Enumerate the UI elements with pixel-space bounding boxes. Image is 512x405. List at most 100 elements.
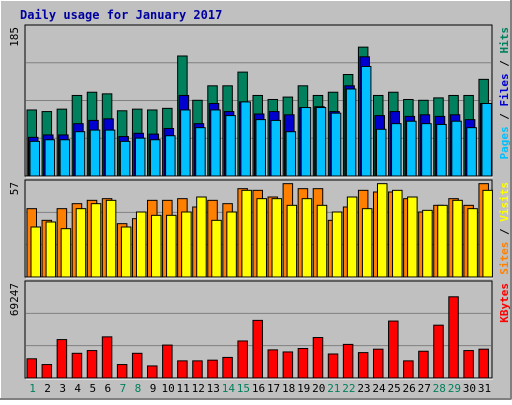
bar-kbytes-day-17 [267, 349, 279, 379]
bar-kbytes-day-6 [101, 336, 113, 379]
bar-kbytes-day-30 [463, 350, 474, 379]
bar-kbytes-day-27 [418, 350, 429, 379]
bar-pages-day-7 [119, 140, 131, 177]
legend-entry: Files [498, 73, 511, 106]
legend-entry: KBytes [498, 283, 511, 323]
bar-visits-day-14 [226, 211, 237, 278]
bar-visits-day-26 [407, 196, 418, 278]
bar-pages-day-25 [391, 123, 402, 177]
bar-kbytes-day-9 [147, 365, 158, 379]
x-tick-label-day-3: 3 [59, 382, 66, 395]
bar-kbytes-day-4 [71, 352, 83, 379]
bar-pages-day-24 [375, 128, 387, 177]
x-tick-label-day-30: 30 [463, 382, 476, 395]
bar-kbytes-day-19 [297, 348, 309, 379]
legend-entry: / [498, 222, 511, 242]
x-tick-label-day-22: 22 [342, 382, 355, 395]
bar-kbytes-day-8 [131, 352, 143, 379]
bar-pages-day-15 [240, 101, 251, 177]
x-tick-label-day-23: 23 [357, 382, 370, 395]
x-tick-label-day-10: 10 [161, 382, 174, 395]
bar-kbytes-day-15 [237, 340, 248, 379]
bar-kbytes-day-16 [252, 319, 263, 379]
x-tick-label-day-29: 29 [448, 382, 461, 395]
bar-pages-day-21 [330, 112, 342, 177]
bar-pages-day-2 [44, 139, 56, 177]
bar-visits-day-22 [346, 196, 358, 278]
bar-pages-day-29 [451, 120, 462, 177]
chart-title: Daily usage for January 2017 [20, 8, 222, 22]
bar-kbytes-day-3 [56, 339, 68, 379]
legend-entry: / [498, 107, 511, 127]
bar-pages-day-5 [89, 129, 101, 177]
bar-visits-day-19 [301, 198, 313, 278]
bar-visits-day-9 [151, 214, 162, 278]
x-tick-label-day-2: 2 [44, 382, 51, 395]
bar-kbytes-day-23 [357, 352, 369, 379]
bar-kbytes-day-28 [433, 324, 444, 379]
bar-pages-day-13 [210, 109, 221, 177]
x-tick-label-day-13: 13 [207, 382, 220, 395]
bar-pages-day-18 [285, 131, 297, 177]
bar-pages-day-16 [255, 119, 266, 177]
bar-pages-day-31 [481, 103, 492, 177]
legend-entry: Pages [498, 126, 511, 159]
bar-visits-day-17 [271, 198, 283, 278]
x-tick-label-day-17: 17 [267, 382, 280, 395]
bar-pages-day-14 [225, 115, 236, 177]
x-tick-label-day-11: 11 [177, 382, 190, 395]
bar-pages-day-17 [270, 119, 282, 177]
x-tick-label-day-1: 1 [29, 382, 36, 395]
bar-visits-day-23 [361, 208, 373, 278]
bar-pages-day-12 [195, 127, 206, 177]
bar-kbytes-day-7 [116, 364, 128, 379]
bar-pages-day-26 [406, 120, 417, 177]
bar-kbytes-day-13 [207, 359, 218, 379]
bar-visits-day-20 [316, 204, 328, 278]
bar-visits-day-12 [196, 196, 207, 278]
x-tick-label-day-28: 28 [433, 382, 446, 395]
bar-visits-day-31 [482, 189, 493, 278]
bar-visits-day-4 [75, 208, 87, 278]
x-tick-label-day-12: 12 [192, 382, 205, 395]
x-tick-label-day-31: 31 [478, 382, 491, 395]
bar-kbytes-day-1 [26, 358, 37, 379]
bar-visits-day-30 [467, 208, 478, 278]
bar-kbytes-day-11 [177, 360, 188, 379]
bar-pages-day-23 [360, 65, 372, 177]
x-tick-label-day-7: 7 [120, 382, 127, 395]
bar-visits-day-3 [60, 228, 72, 278]
bar-pages-day-27 [421, 123, 432, 177]
bar-kbytes-day-20 [312, 337, 324, 379]
bar-visits-day-16 [256, 198, 267, 278]
x-tick-label-day-26: 26 [403, 382, 416, 395]
bar-visits-day-15 [241, 189, 252, 278]
bar-pages-day-28 [436, 123, 447, 177]
bar-visits-day-8 [135, 211, 147, 278]
bar-pages-day-10 [165, 135, 176, 177]
bar-visits-day-5 [90, 203, 102, 278]
x-tick-label-day-18: 18 [282, 382, 295, 395]
bar-pages-day-19 [300, 107, 312, 177]
bar-pages-day-9 [150, 139, 161, 177]
bar-kbytes-day-2 [41, 364, 53, 379]
x-tick-label-day-4: 4 [74, 382, 81, 395]
x-tick-label-day-6: 6 [105, 382, 112, 395]
bar-pages-day-4 [74, 131, 86, 177]
y-max-label: 69247 [8, 283, 21, 316]
x-tick-label-day-21: 21 [327, 382, 340, 395]
x-tick-label-day-8: 8 [135, 382, 142, 395]
y-max-label: 185 [8, 27, 21, 47]
bar-visits-day-21 [331, 211, 343, 278]
bar-visits-day-7 [120, 226, 132, 278]
legend-entry: Hits [498, 27, 511, 54]
bar-visits-day-27 [422, 209, 433, 278]
x-tick-label-day-27: 27 [418, 382, 431, 395]
bar-pages-day-22 [345, 88, 357, 177]
x-tick-label-day-14: 14 [222, 382, 236, 395]
bar-kbytes-day-26 [403, 360, 414, 379]
x-tick-label-day-24: 24 [372, 382, 386, 395]
bar-visits-day-13 [211, 219, 222, 278]
